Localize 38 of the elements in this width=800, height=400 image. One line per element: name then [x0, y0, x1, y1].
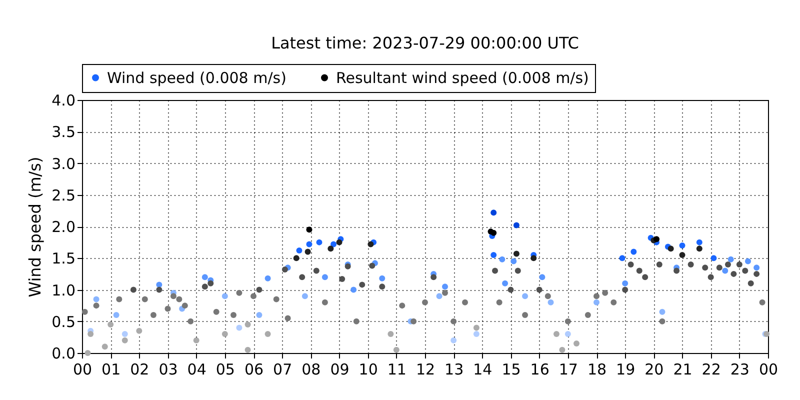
x-tick-label: 22 — [702, 360, 721, 378]
y-tick-label: 0.5 — [52, 312, 76, 331]
x-tick-label: 14 — [473, 360, 492, 378]
y-tick-label: 1.5 — [52, 250, 76, 268]
x-tick-label: 08 — [302, 360, 321, 378]
x-tick-label: 06 — [244, 360, 264, 378]
x-tick-label: 11 — [387, 360, 406, 378]
legend-label: Resultant wind speed (0.008 m/s) — [336, 68, 589, 87]
x-tick-label: 00 — [758, 360, 778, 378]
y-tick-label: 2.5 — [52, 186, 76, 204]
x-tick-label: 17 — [558, 360, 578, 378]
x-tick-label: 12 — [416, 360, 436, 378]
x-tick-label: 05 — [216, 360, 235, 378]
x-tick-label: 07 — [273, 360, 292, 378]
y-tick-label: 0.0 — [52, 344, 76, 362]
legend-label: Wind speed (0.008 m/s) — [107, 68, 286, 87]
x-tick-label: 16 — [530, 360, 550, 378]
y-tick-label: 4.0 — [52, 92, 76, 110]
x-tick-label: 00 — [72, 360, 92, 378]
x-tick-label: 09 — [330, 360, 350, 378]
x-tick-label: 13 — [444, 360, 464, 378]
y-tick-label: 3.0 — [52, 154, 76, 173]
chart-title: Latest time: 2023-07-29 00:00:00 UTC — [271, 34, 579, 52]
y-axis-title: Wind speed (m/s) — [26, 156, 45, 298]
x-tick-label: 21 — [673, 360, 692, 378]
y-tick-label: 1.0 — [52, 281, 76, 300]
x-tick-label: 20 — [644, 360, 664, 378]
y-tick-label: 3.5 — [52, 123, 76, 142]
x-tick-label: 18 — [587, 360, 607, 378]
y-tick-label: 2.0 — [52, 218, 76, 236]
x-tick-label: 10 — [358, 360, 378, 378]
x-tick-label: 02 — [130, 360, 150, 378]
x-tick-label: 23 — [730, 360, 750, 378]
x-tick-label: 15 — [502, 360, 521, 378]
x-tick-label: 19 — [616, 360, 636, 378]
x-tick-label: 04 — [187, 360, 206, 378]
x-tick-label: 01 — [102, 360, 121, 378]
x-tick-label: 03 — [158, 360, 178, 378]
